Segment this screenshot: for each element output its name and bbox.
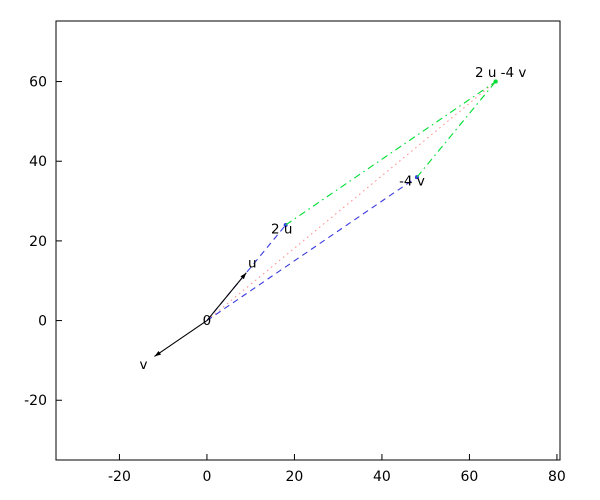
x-tick-label: 20 <box>286 469 304 485</box>
point-label-v: v <box>139 357 147 373</box>
x-tick-label: 40 <box>373 469 391 485</box>
series-line-resultant-diagonal <box>206 81 497 321</box>
y-tick-label: 0 <box>38 314 47 330</box>
arrowhead-vector-u <box>240 272 247 280</box>
point-label-0: 0 <box>203 313 212 329</box>
point-label--4-v: -4 v <box>399 174 425 190</box>
y-tick-label: -20 <box>24 393 47 409</box>
x-tick-label: 0 <box>202 469 211 485</box>
point-label-2-u--4-v: 2 u -4 v <box>475 65 526 81</box>
y-tick-label: 60 <box>29 75 47 91</box>
y-tick-label: 40 <box>29 154 47 170</box>
x-tick-label: 60 <box>461 469 479 485</box>
series-line-parallelogram-side-from-minus4v <box>416 81 497 178</box>
end-marker-parallelogram-side-from-minus4v <box>493 79 498 84</box>
arrowhead-vector-v <box>154 350 162 357</box>
point-label-u: u <box>248 255 257 271</box>
series-line-vector-v <box>154 320 208 357</box>
point-label-2-u: 2 u <box>271 221 292 237</box>
x-tick-label: 80 <box>548 469 566 485</box>
series-line-scaled-vector-minus4v <box>206 176 418 322</box>
series-line-vector-u <box>206 272 247 321</box>
x-tick-label: -20 <box>108 469 131 485</box>
y-tick-label: 20 <box>29 234 47 250</box>
